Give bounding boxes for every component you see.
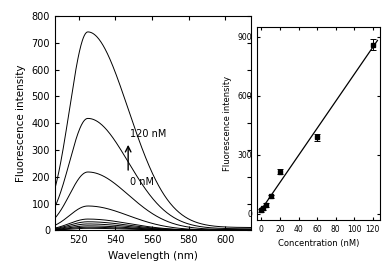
- Text: 120 nM: 120 nM: [130, 129, 166, 139]
- X-axis label: Wavelength (nm): Wavelength (nm): [108, 251, 198, 261]
- Text: 0 nM: 0 nM: [130, 177, 154, 187]
- Y-axis label: Fluorescence intensity: Fluorescence intensity: [16, 65, 26, 182]
- Y-axis label: Fluorescence intensity: Fluorescence intensity: [223, 76, 232, 171]
- X-axis label: Concentration (nM): Concentration (nM): [278, 239, 359, 248]
